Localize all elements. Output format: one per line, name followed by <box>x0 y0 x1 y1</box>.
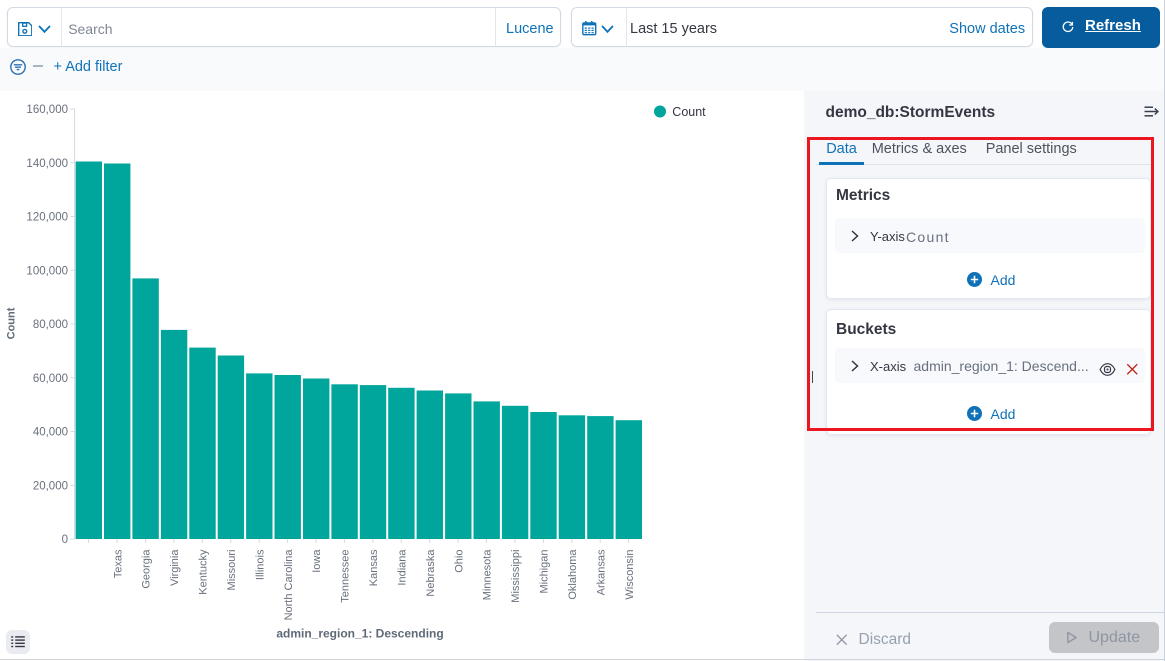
svg-text:Nebraska: Nebraska <box>425 549 437 597</box>
svg-text:140,000: 140,000 <box>26 158 68 170</box>
svg-text:Count: Count <box>6 307 18 339</box>
svg-text:60,000: 60,000 <box>33 373 68 385</box>
svg-text:0: 0 <box>62 534 68 546</box>
svg-text:Virginia: Virginia <box>169 549 181 586</box>
svg-text:80,000: 80,000 <box>33 319 68 331</box>
svg-text:40,000: 40,000 <box>33 427 68 439</box>
svg-text:Michigan: Michigan <box>539 550 551 594</box>
svg-text:Illinois: Illinois <box>254 549 266 580</box>
svg-text:Arkansas: Arkansas <box>595 549 607 595</box>
svg-text:Georgia: Georgia <box>141 549 153 589</box>
svg-text:Oklahoma: Oklahoma <box>567 549 579 600</box>
svg-text:Mississippi: Mississippi <box>510 550 522 603</box>
svg-text:Texas: Texas <box>112 549 124 578</box>
svg-text:160,000: 160,000 <box>26 104 68 116</box>
svg-text:Tennessee: Tennessee <box>340 550 352 603</box>
svg-text:admin_region_1: Descending: admin_region_1: Descending <box>276 627 443 641</box>
svg-text:Count: Count <box>672 105 706 119</box>
svg-text:Indiana: Indiana <box>397 549 409 586</box>
svg-text:Minnesota: Minnesota <box>482 549 494 601</box>
svg-text:120,000: 120,000 <box>26 212 68 224</box>
svg-text:20,000: 20,000 <box>33 480 68 492</box>
svg-text:Missouri: Missouri <box>226 550 238 591</box>
svg-text:Kansas: Kansas <box>368 549 380 586</box>
svg-text:Kentucky: Kentucky <box>198 549 210 595</box>
svg-text:Ohio: Ohio <box>453 550 465 573</box>
svg-text:Wisconsin: Wisconsin <box>624 550 636 600</box>
svg-text:100,000: 100,000 <box>26 265 68 277</box>
svg-text:Iowa: Iowa <box>311 549 323 573</box>
svg-text:North Carolina: North Carolina <box>283 549 295 621</box>
